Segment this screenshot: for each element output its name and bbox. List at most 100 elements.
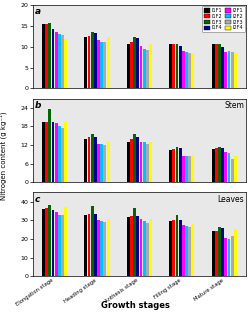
Bar [58,34,61,89]
Bar [231,159,234,182]
Bar [143,221,146,276]
Bar [61,35,64,89]
Text: Stem: Stem [224,101,244,110]
Bar [179,46,182,89]
Bar [179,148,182,182]
Text: c: c [35,195,40,204]
Bar [91,206,94,276]
Bar [127,44,130,89]
Bar [218,227,221,276]
Legend: I1F1, I1F2, I1F3, I1F4, I2F1, I2F2, I2F3, I2F4: I1F1, I1F2, I1F3, I1F4, I2F1, I2F2, I2F3… [202,6,245,32]
Bar [218,147,221,182]
Bar [149,45,152,89]
Bar [107,219,110,276]
Bar [224,152,227,182]
Text: b: b [35,101,41,110]
Bar [130,139,133,182]
Bar [52,210,54,276]
Bar [104,145,106,182]
Bar [61,215,64,276]
Bar [231,51,234,89]
Bar [64,39,67,89]
Bar [228,153,230,182]
Bar [143,49,146,89]
Bar [97,40,100,89]
Bar [55,212,58,276]
Bar [172,149,175,182]
Bar [91,134,94,182]
Bar [176,215,178,276]
Text: Root: Root [227,7,244,16]
Bar [182,225,185,276]
Bar [133,37,136,89]
Bar [192,54,194,89]
Bar [45,208,48,276]
Bar [212,149,214,182]
Bar [58,126,61,182]
Bar [64,122,67,182]
Bar [224,238,227,276]
Bar [97,220,100,276]
Bar [188,53,191,89]
Bar [48,110,51,182]
Bar [231,236,234,276]
Bar [179,220,182,276]
Bar [234,229,237,276]
Bar [182,156,185,182]
Bar [215,231,218,276]
Bar [100,221,103,276]
Text: Leaves: Leaves [218,195,244,204]
Bar [94,137,97,182]
Bar [140,219,142,276]
Bar [130,216,133,276]
Bar [97,144,100,182]
Bar [127,142,130,182]
Bar [58,215,61,276]
Bar [107,37,110,89]
Bar [215,45,218,89]
Bar [52,29,54,89]
Bar [48,205,51,276]
Bar [91,32,94,89]
Bar [42,122,45,182]
Bar [107,142,110,182]
Bar [185,156,188,182]
Bar [228,239,230,276]
Bar [55,32,58,89]
Bar [215,148,218,182]
Bar [127,217,130,276]
Bar [192,156,194,182]
Bar [221,148,224,182]
Bar [176,147,178,182]
Bar [172,45,175,89]
Bar [172,220,175,276]
Bar [221,228,224,276]
Bar [64,207,67,276]
Bar [100,42,103,89]
Text: Nitrogen content (g kg⁻¹): Nitrogen content (g kg⁻¹) [0,112,8,200]
Bar [146,223,149,276]
Bar [42,24,45,89]
Bar [234,53,237,89]
Bar [104,222,106,276]
Bar [55,123,58,182]
Bar [169,221,172,276]
Bar [224,51,227,89]
Bar [146,144,149,182]
Bar [140,142,142,182]
Bar [88,36,90,89]
Bar [169,150,172,182]
Bar [169,45,172,89]
Bar [100,144,103,182]
Bar [45,23,48,89]
Bar [45,122,48,182]
Bar [212,45,214,89]
Bar [88,214,90,276]
Bar [94,214,97,276]
Bar [52,122,54,182]
Bar [42,209,45,276]
Bar [149,219,152,276]
Bar [48,23,51,89]
Bar [188,156,191,182]
Bar [228,51,230,89]
